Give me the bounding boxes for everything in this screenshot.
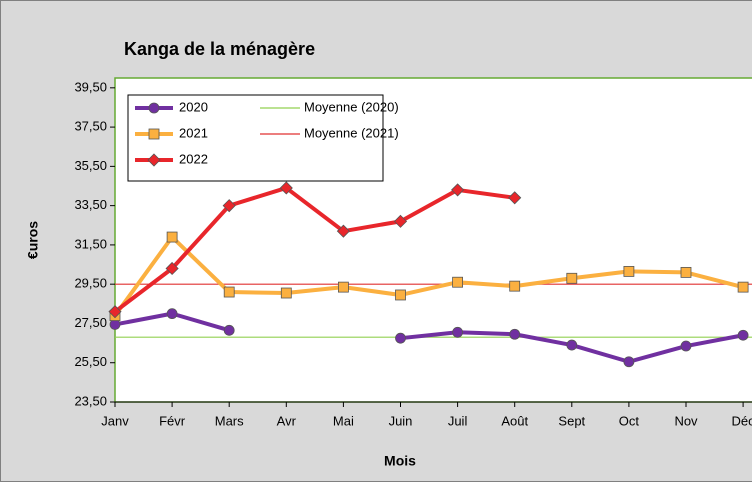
point [509, 328, 521, 340]
point [680, 266, 692, 278]
point [223, 324, 235, 336]
point [623, 266, 635, 277]
y-tick-label: 33,50 [74, 197, 107, 212]
point [623, 356, 635, 368]
point [451, 183, 465, 197]
point [566, 272, 578, 284]
point [508, 191, 522, 205]
point [148, 102, 160, 114]
y-tick-label: 27,50 [74, 315, 107, 330]
y-tick-label: 37,50 [74, 119, 107, 134]
point [223, 286, 235, 298]
chart-title: Kanga de la ménagère [124, 39, 315, 59]
series-line [113, 185, 515, 314]
y-tick-label: 35,50 [74, 158, 107, 173]
point [395, 289, 406, 301]
point [222, 199, 236, 213]
x-tick-label: Mars [215, 413, 244, 428]
point [336, 224, 350, 238]
legend-label: 2022 [179, 151, 208, 166]
point [165, 261, 179, 276]
legend-label: Moyenne (2021) [304, 125, 399, 140]
y-tick-label: 31,50 [74, 236, 107, 251]
point [509, 280, 521, 292]
legend-label: 2021 [179, 125, 208, 140]
legend-label: Moyenne (2020) [304, 99, 399, 114]
point [452, 326, 464, 338]
x-tick-label: Août [501, 413, 528, 428]
x-tick-label: Sept [558, 413, 585, 428]
x-tick-label: Avr [277, 413, 297, 428]
y-tick-label: 23,50 [74, 393, 107, 408]
x-tick-label: Oct [619, 413, 640, 428]
point [280, 287, 292, 299]
x-tick-label: Juil [448, 413, 468, 428]
point [737, 281, 749, 293]
point [147, 153, 161, 167]
point [680, 340, 692, 352]
point [148, 128, 160, 140]
point [166, 231, 178, 243]
point [395, 332, 406, 344]
point [737, 329, 749, 341]
x-tick-label: Juin [389, 413, 413, 428]
y-axis-label: €uros [25, 221, 41, 259]
x-tick-label: Déc [732, 413, 752, 428]
point [566, 339, 578, 351]
point [166, 308, 178, 320]
x-tick-label: Janv [101, 413, 129, 428]
x-tick-label: Nov [674, 413, 698, 428]
x-tick-label: Févr [159, 413, 186, 428]
y-tick-label: 25,50 [74, 354, 107, 369]
x-tick-label: Mai [333, 413, 354, 428]
series-line [113, 235, 744, 317]
point [337, 281, 349, 293]
legend-label: 2020 [179, 99, 208, 114]
y-tick-label: 39,50 [74, 79, 107, 94]
point [452, 276, 464, 288]
y-tick-label: 29,50 [74, 276, 107, 291]
x-axis-label: Mois [384, 453, 416, 469]
point [279, 181, 293, 195]
point [108, 305, 122, 319]
point [393, 214, 408, 228]
